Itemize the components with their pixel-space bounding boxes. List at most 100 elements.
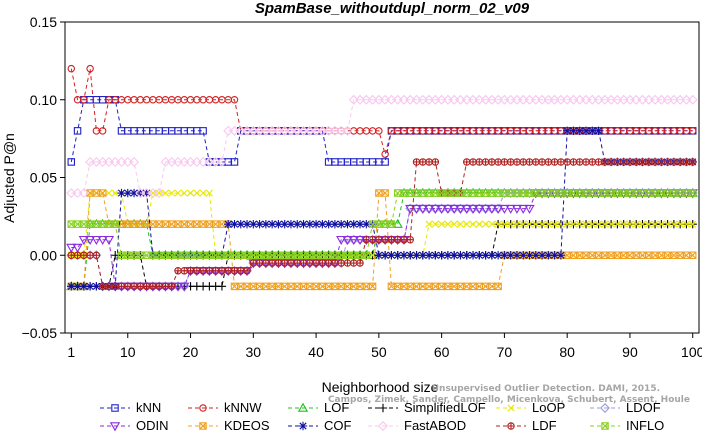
data-point [613, 158, 622, 166]
x-tick-label: 20 [183, 344, 199, 360]
data-point [594, 158, 603, 166]
data-point [607, 220, 615, 228]
data-point [274, 259, 283, 267]
y-tick-label: 0.05 [30, 170, 57, 186]
data-point [136, 282, 145, 291]
legend-label: LDF [532, 418, 557, 433]
data-point [412, 158, 421, 166]
data-point [324, 219, 333, 229]
data-point [362, 236, 371, 244]
data-point [601, 158, 609, 166]
data-point [217, 282, 227, 291]
data-point [179, 282, 190, 292]
data-point [424, 251, 434, 260]
data-point [337, 259, 345, 267]
data-point [657, 220, 665, 228]
data-point [330, 219, 340, 229]
data-point [475, 220, 483, 228]
data-point [97, 235, 108, 246]
data-point [336, 235, 347, 246]
data-point [381, 158, 389, 166]
data-point [406, 251, 415, 260]
data-point [287, 259, 295, 267]
series-ldf [67, 158, 697, 291]
legend-marker [199, 404, 207, 412]
data-point [582, 220, 590, 228]
data-point [418, 251, 428, 260]
data-point [103, 235, 115, 246]
legend-item-knn: kNN [100, 400, 161, 415]
data-point [645, 220, 653, 228]
data-point [449, 251, 459, 260]
data-point [312, 259, 320, 267]
legend-label: ODIN [136, 418, 169, 433]
data-point [462, 158, 471, 166]
data-point [601, 220, 609, 228]
legend-marker [298, 421, 308, 431]
data-point [455, 204, 466, 214]
data-point [80, 96, 88, 104]
data-point [538, 220, 546, 228]
data-point [688, 189, 697, 197]
data-point [381, 150, 389, 158]
data-point [350, 259, 358, 267]
data-point [286, 219, 296, 229]
legend-label: COF [324, 418, 352, 433]
data-point [375, 236, 383, 244]
data-point [180, 267, 189, 275]
data-point [117, 282, 126, 291]
data-point [544, 220, 552, 228]
data-point [80, 251, 88, 259]
data-point [375, 127, 383, 135]
data-point [280, 259, 289, 267]
data-point [305, 219, 315, 229]
data-point [249, 219, 258, 229]
data-point [519, 158, 527, 166]
data-point [98, 127, 107, 135]
data-point [531, 251, 540, 260]
data-point [124, 282, 132, 291]
data-point [331, 259, 339, 267]
legend-marker [507, 422, 515, 430]
data-point [575, 251, 584, 259]
data-point [563, 158, 571, 166]
data-point [123, 188, 132, 198]
data-point [243, 267, 251, 275]
data-point [249, 259, 258, 267]
series-knnw [67, 64, 697, 158]
data-point [374, 251, 384, 260]
legend-marker [600, 403, 610, 413]
data-point [506, 158, 515, 166]
data-point [518, 204, 529, 214]
legend-marker [297, 402, 309, 412]
credit-line-1: Unsupervised Outlier Detection. DAMI, 20… [432, 384, 660, 394]
legend-marker [109, 422, 121, 432]
data-point [438, 220, 446, 228]
data-point [293, 219, 302, 229]
chart-title: SpamBase_withoutdupl_norm_02_v09 [255, 0, 530, 17]
data-point [450, 220, 458, 228]
data-point [129, 188, 139, 198]
y-tick-label: 0.15 [30, 14, 57, 30]
data-point [486, 204, 497, 214]
data-point [392, 218, 403, 228]
legend-item-ldf: LDF [496, 418, 557, 433]
legend-label: kNN [136, 400, 161, 415]
data-point [511, 204, 523, 214]
data-point [130, 282, 138, 291]
data-point [412, 251, 421, 260]
data-point [324, 259, 333, 267]
data-point [513, 220, 521, 228]
data-point [607, 158, 615, 166]
data-point [336, 219, 346, 229]
legend-marker [111, 404, 119, 412]
data-point [73, 127, 82, 135]
data-point [199, 127, 207, 135]
data-point [469, 158, 477, 166]
data-point [431, 158, 440, 166]
data-point [174, 189, 182, 197]
legend-item-loop: LoOP [496, 400, 565, 415]
data-point [174, 267, 182, 275]
data-point [569, 126, 578, 136]
legend-marker [507, 404, 515, 412]
